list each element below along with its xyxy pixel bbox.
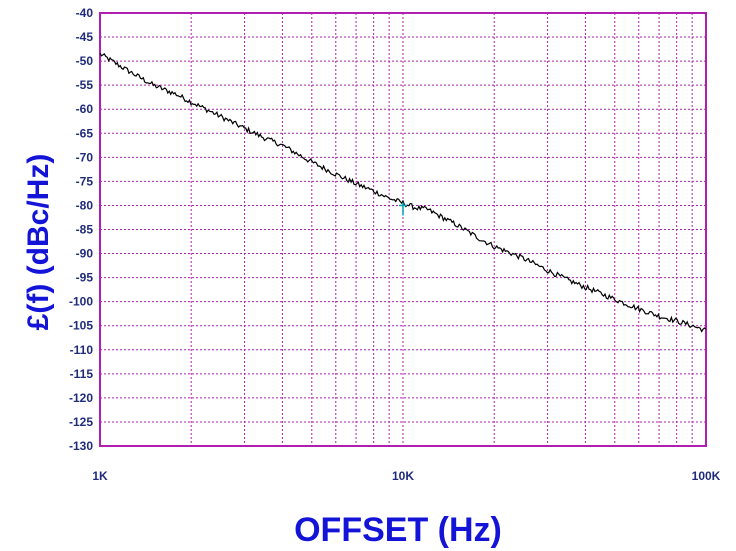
y-tick-label: -50 (76, 54, 94, 68)
y-tick-label: -45 (76, 30, 94, 44)
y-tick-label: -120 (69, 391, 93, 405)
y-axis-label: £(f) (dBc/Hz) (22, 154, 55, 331)
x-axis-label: OFFSET (Hz) (294, 511, 502, 549)
plot-frame (99, 12, 707, 447)
y-tick-label: -90 (76, 247, 94, 261)
noise-trace (99, 52, 707, 333)
x-tick-label: 1K (92, 469, 108, 483)
y-tick-label: -105 (69, 319, 93, 333)
x-tick-labels: 1K 10K 100K (92, 469, 720, 483)
y-tick-label: -95 (76, 271, 94, 285)
x-tick-label: 10K (392, 469, 414, 483)
y-tick-label: -75 (76, 174, 94, 188)
y-tick-label: -110 (70, 343, 94, 357)
y-tick-label: -65 (76, 126, 94, 140)
y-tick-label: -130 (69, 439, 93, 453)
y-tick-labels: -40 -45 -50 -55 -60 -65 -70 -75 -80 -85 -90 -95 -100… (69, 6, 93, 453)
y-tick-label: -60 (76, 102, 94, 116)
y-tick-label: -125 (69, 415, 93, 429)
chart-grid (100, 13, 706, 446)
y-tick-label: -55 (76, 78, 94, 92)
y-tick-label: -85 (76, 223, 94, 237)
y-tick-label: -80 (76, 198, 94, 212)
y-tick-label: -100 (69, 295, 93, 309)
y-tick-label: -115 (70, 367, 94, 381)
chart-series (99, 52, 707, 333)
x-tick-label: 100K (692, 469, 721, 483)
y-tick-label: -40 (76, 6, 94, 20)
y-tick-label: -70 (76, 150, 94, 164)
chart-axes (99, 12, 707, 447)
